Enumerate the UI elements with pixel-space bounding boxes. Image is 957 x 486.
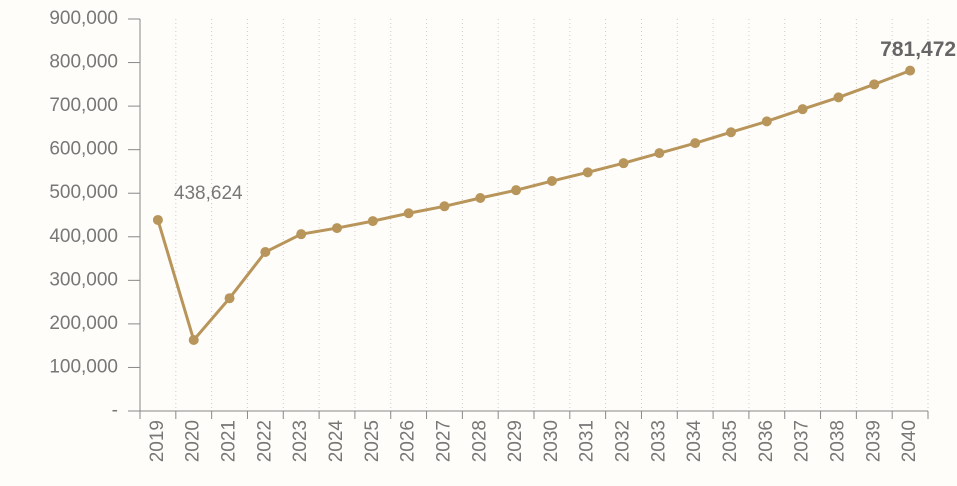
x-tick-label: 2020 (183, 420, 204, 462)
y-tick-label: 800,000 (49, 52, 118, 73)
data-label: 438,624 (174, 183, 243, 204)
x-tick-label: 2028 (469, 420, 490, 462)
x-tick-label: 2036 (756, 420, 777, 462)
y-tick-label: 200,000 (49, 313, 118, 334)
point (511, 185, 522, 196)
line (156, 69, 911, 344)
point (833, 92, 844, 103)
point (475, 193, 486, 204)
y-tick-label: 900,000 (49, 8, 118, 29)
point (152, 214, 163, 225)
point (905, 65, 916, 76)
point (367, 216, 378, 227)
point (690, 138, 701, 149)
point (188, 335, 199, 346)
point (439, 201, 450, 212)
x-tick-label: 2032 (613, 420, 634, 462)
point (546, 176, 557, 187)
x-tick-label: 2027 (433, 420, 454, 462)
x-tick-label: 2022 (254, 420, 275, 462)
point (726, 127, 736, 138)
x-tick-label: 2031 (577, 420, 598, 462)
y-tick-label: 100,000 (49, 356, 118, 377)
point (224, 293, 235, 304)
x-tick-label: 2039 (863, 420, 884, 462)
x-tick-label: 2035 (720, 420, 741, 462)
point (296, 229, 307, 240)
point (582, 167, 593, 178)
x-tick-label: 2030 (541, 420, 562, 462)
y-tick-label: 400,000 (49, 226, 118, 247)
point (869, 79, 880, 90)
y-tick-label: - (112, 400, 118, 421)
y-tick-label: 500,000 (49, 182, 118, 203)
point (618, 158, 629, 169)
x-tick-label: 2024 (326, 420, 347, 463)
point (797, 104, 808, 115)
x-tick-label: 2026 (398, 420, 419, 462)
x-tick-label: 2029 (505, 420, 526, 462)
data-label: 781,472 (880, 38, 956, 61)
x-tick-label: 2033 (648, 420, 669, 462)
x-tick-label: 2037 (792, 420, 813, 462)
x-tick-label: 2040 (899, 420, 920, 462)
point (403, 208, 414, 219)
x-tick-label: 2025 (362, 420, 383, 462)
x-tick-label: 2038 (827, 420, 848, 462)
point (332, 223, 342, 234)
point (260, 247, 271, 258)
y-tick-label: 600,000 (49, 139, 118, 160)
x-tick-label: 2019 (147, 420, 168, 462)
point (654, 148, 665, 159)
x-tick-label: 2021 (219, 420, 240, 462)
x-tick-label: 2023 (290, 420, 311, 462)
y-tick-label: 300,000 (49, 269, 118, 290)
point (761, 116, 772, 127)
x-tick-label: 2034 (684, 420, 705, 463)
y-tick-label: 700,000 (49, 95, 118, 116)
